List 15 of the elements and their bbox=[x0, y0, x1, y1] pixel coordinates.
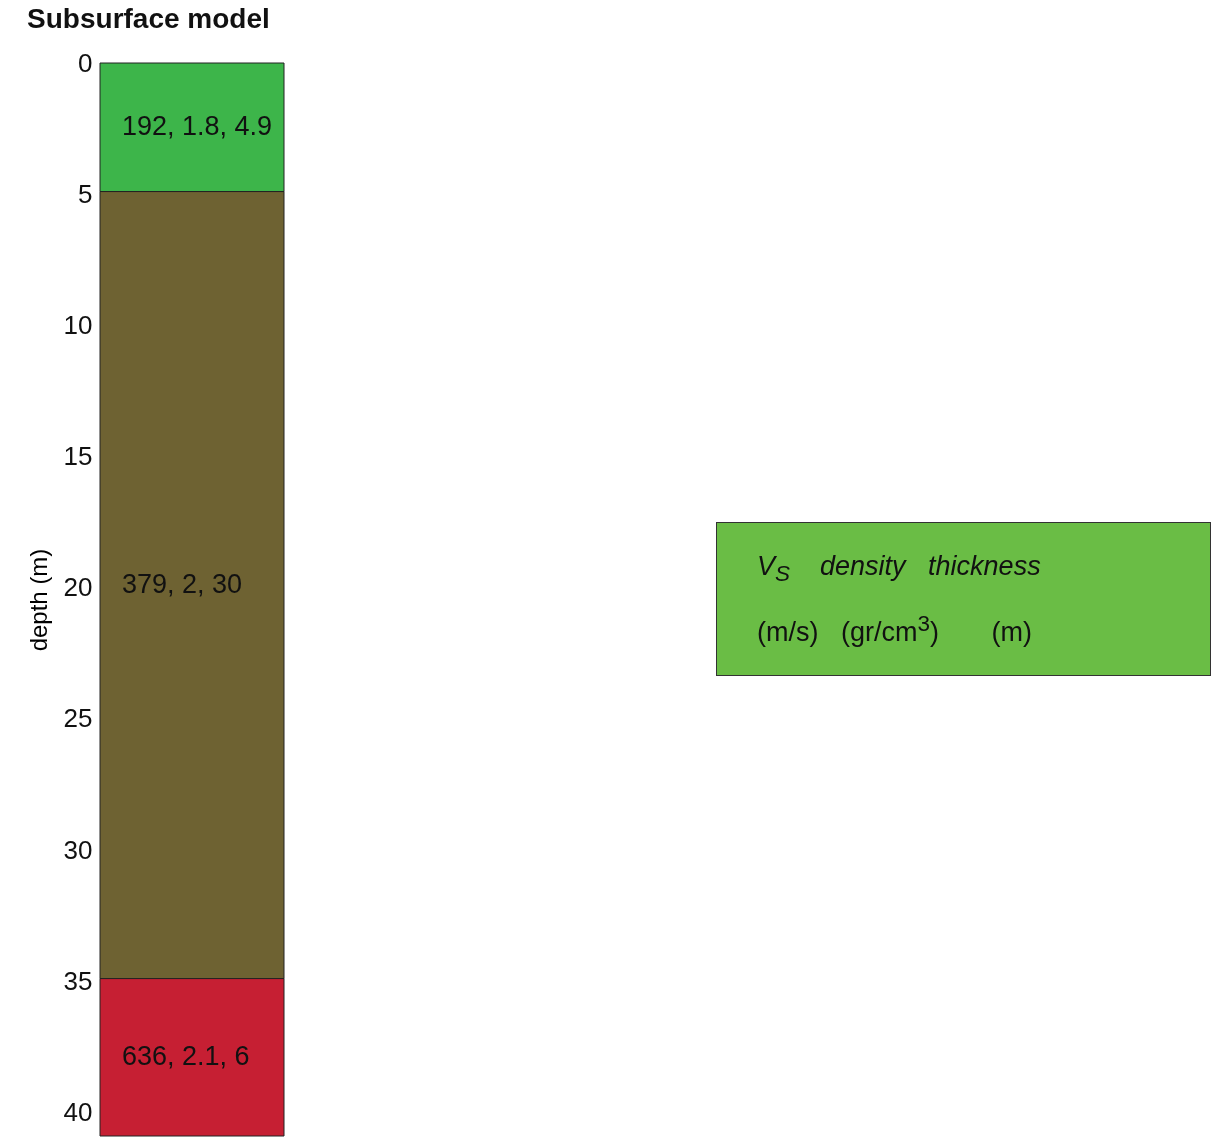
y-tick-label: 30 bbox=[63, 834, 93, 865]
data-label: 636, 2.1, 6 bbox=[122, 1041, 250, 1072]
y-tick-label: 25 bbox=[63, 703, 93, 734]
y-tick-label: 20 bbox=[63, 572, 93, 603]
data-label: 379, 2, 30 bbox=[122, 569, 243, 600]
y-axis-title: depth (m) bbox=[24, 548, 52, 652]
key-box: V$_{S}$ density thickness (m/s) (gr/cm$^{3}$) (m) bbox=[716, 522, 1211, 676]
y-tick-label: 10 bbox=[63, 309, 93, 340]
y-tick-label: 40 bbox=[63, 1096, 93, 1127]
y-tick-label: 15 bbox=[63, 441, 93, 472]
y-tick-label: 35 bbox=[63, 965, 93, 996]
y-tick-label: 0 bbox=[78, 47, 93, 78]
chart-title: Subsurface model bbox=[27, 3, 270, 34]
data-label: 192, 1.8, 4.9 bbox=[122, 111, 273, 142]
y-tick-label: 5 bbox=[78, 178, 93, 209]
